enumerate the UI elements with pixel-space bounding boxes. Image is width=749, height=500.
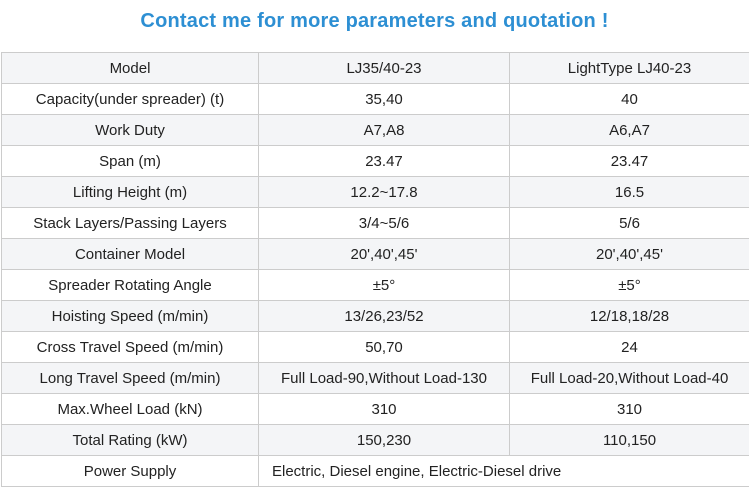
row-value: Full Load-20,Without Load-40 <box>509 362 749 394</box>
row-value: 3/4~5/6 <box>258 207 510 239</box>
row-value: 12/18,18/28 <box>509 300 749 332</box>
table-row: Model LJ35/40-23 LightType LJ40-23 <box>1 52 749 84</box>
row-value: Full Load-90,Without Load-130 <box>258 362 510 394</box>
table-row: Stack Layers/Passing Layers 3/4~5/6 5/6 <box>1 207 749 239</box>
table-row: Capacity(under spreader) (t) 35,40 40 <box>1 83 749 115</box>
row-label: Cross Travel Speed (m/min) <box>1 331 259 363</box>
row-value: Electric, Diesel engine, Electric-Diesel… <box>258 455 749 487</box>
page-title: Contact me for more parameters and quota… <box>140 10 609 32</box>
table-row: Work Duty A7,A8 A6,A7 <box>1 114 749 146</box>
row-label: Stack Layers/Passing Layers <box>1 207 259 239</box>
row-value: ±5° <box>509 269 749 301</box>
row-value: 20',40',45' <box>258 238 510 270</box>
row-value: 12.2~17.8 <box>258 176 510 208</box>
row-label: Lifting Height (m) <box>1 176 259 208</box>
spec-table-body: Model LJ35/40-23 LightType LJ40-23 Capacity… <box>1 52 749 487</box>
row-value: LJ35/40-23 <box>258 52 510 84</box>
table-row: Hoisting Speed (m/min) 13/26,23/52 12/18,1… <box>1 300 749 332</box>
row-value: A7,A8 <box>258 114 510 146</box>
row-value: 5/6 <box>509 207 749 239</box>
row-label: Power Supply <box>1 455 259 487</box>
row-label: Max.Wheel Load (kN) <box>1 393 259 425</box>
row-label: Capacity(under spreader) (t) <box>1 83 259 115</box>
row-value: 310 <box>509 393 749 425</box>
row-value: LightType LJ40-23 <box>509 52 749 84</box>
row-value: 16.5 <box>509 176 749 208</box>
table-row: Long Travel Speed (m/min) Full Load-90,Wi… <box>1 362 749 394</box>
row-value: ±5° <box>258 269 510 301</box>
row-label: Hoisting Speed (m/min) <box>1 300 259 332</box>
row-value: 20',40',45' <box>509 238 749 270</box>
row-label: Container Model <box>1 238 259 270</box>
table-row: Container Model 20',40',45' 20',40',45' <box>1 238 749 270</box>
row-value: 35,40 <box>258 83 510 115</box>
table-row: Span (m) 23.47 23.47 <box>1 145 749 177</box>
row-label: Model <box>1 52 259 84</box>
row-value: 150,230 <box>258 424 510 456</box>
row-value: A6,A7 <box>509 114 749 146</box>
table-row: Max.Wheel Load (kN) 310 310 <box>1 393 749 425</box>
table-row: Total Rating (kW) 150,230 110,150 <box>1 424 749 456</box>
table-row: Spreader Rotating Angle ±5° ±5° <box>1 269 749 301</box>
row-value: 23.47 <box>509 145 749 177</box>
row-label: Work Duty <box>1 114 259 146</box>
row-value: 40 <box>509 83 749 115</box>
table-row: Cross Travel Speed (m/min) 50,70 24 <box>1 331 749 363</box>
row-value: 310 <box>258 393 510 425</box>
row-value: 50,70 <box>258 331 510 363</box>
row-value: 110,150 <box>509 424 749 456</box>
row-label: Spreader Rotating Angle <box>1 269 259 301</box>
spec-table: Model LJ35/40-23 LightType LJ40-23 Capacity… <box>1 52 749 487</box>
row-label: Long Travel Speed (m/min) <box>1 362 259 394</box>
table-row: Lifting Height (m) 12.2~17.8 16.5 <box>1 176 749 208</box>
row-value: 24 <box>509 331 749 363</box>
row-label: Span (m) <box>1 145 259 177</box>
table-row: Power Supply Electric, Diesel engine, Ele… <box>1 455 749 487</box>
row-value: 23.47 <box>258 145 510 177</box>
row-value: 13/26,23/52 <box>258 300 510 332</box>
row-label: Total Rating (kW) <box>1 424 259 456</box>
